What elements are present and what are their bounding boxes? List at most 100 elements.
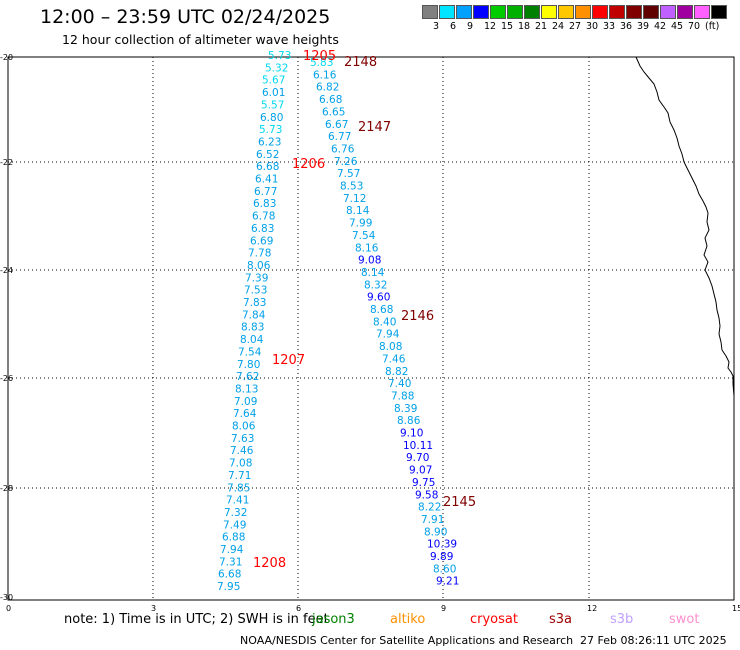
legend-swatch <box>524 5 540 19</box>
wave-height-reading: 8.14 <box>361 267 385 279</box>
legend-tick-label: 6 <box>450 21 457 32</box>
wave-height-reading: 6.67 <box>325 119 348 131</box>
wave-height-reading: 6.68 <box>218 569 241 581</box>
satellite-label: cryosat <box>470 612 518 627</box>
legend-swatch <box>439 5 455 19</box>
wave-height-reading: 7.49 <box>223 519 246 531</box>
wave-height-reading: 6.77 <box>254 186 277 198</box>
wave-height-reading: 9.07 <box>409 465 432 477</box>
wave-height-reading: 8.04 <box>240 334 264 346</box>
wave-height-reading: 9.70 <box>406 452 429 464</box>
track-label: 2146 <box>401 309 434 324</box>
wave-height-reading: 6.88 <box>222 532 245 544</box>
wave-height-reading: 8.06 <box>247 260 271 272</box>
wave-height-reading: 7.88 <box>391 390 414 402</box>
y-tick-label: -22 <box>0 158 13 167</box>
wave-height-reading: 8.60 <box>433 563 456 575</box>
wave-height-reading: 8.82 <box>385 366 408 378</box>
wave-height-reading: 6.52 <box>256 149 279 161</box>
wave-height-reading: 7.95 <box>217 581 240 593</box>
wave-height-reading: 7.64 <box>233 408 257 420</box>
legend-swatch <box>660 5 676 19</box>
wave-height-reading: 8.39 <box>394 403 417 415</box>
legend-tick-label: 3 <box>433 21 440 32</box>
wave-height-reading: 5.57 <box>261 99 284 111</box>
track-label: 2147 <box>358 120 391 135</box>
wave-height-reading: 9.08 <box>358 255 381 267</box>
legend-swatch <box>558 5 574 19</box>
wave-height-reading: 7.83 <box>243 297 266 309</box>
wave-height-reading: 5.67 <box>262 75 285 87</box>
satellite-label: s3b <box>610 612 634 627</box>
wave-height-reading: 6.83 <box>253 198 276 210</box>
wave-height-reading: 7.99 <box>349 218 372 230</box>
wave-height-reading: 6.76 <box>331 143 355 155</box>
wave-height-reading: 7.62 <box>236 371 259 383</box>
wave-height-reading: 8.13 <box>235 383 258 395</box>
legend-swatch <box>677 5 693 19</box>
wave-height-reading: 8.22 <box>418 502 441 514</box>
satellite-label: jason3 <box>312 612 355 627</box>
legend-tick-label: 9 <box>467 21 474 32</box>
wave-height-reading: 9.21 <box>436 576 459 588</box>
legend-tick-label: 12 <box>484 21 497 32</box>
wave-height-reading: 8.68 <box>370 304 393 316</box>
wave-height-reading: 6.80 <box>260 112 283 124</box>
wave-height-reading: 8.16 <box>355 242 379 254</box>
wave-height-reading: 7.94 <box>220 544 244 556</box>
wave-height-reading: 7.41 <box>226 495 249 507</box>
wave-height-reading: 7.39 <box>245 272 268 284</box>
track-labels: 1205 2148 2147 1206 2146 1207 2145 1208 <box>253 49 476 571</box>
map-border <box>7 56 735 601</box>
y-tick-label: -20 <box>0 53 13 62</box>
wave-height-reading: 6.41 <box>255 174 278 186</box>
footer-note: note: 1) Time is in UTC; 2) SWH is in fe… <box>64 612 329 627</box>
wave-height-reading: 6.68 <box>319 94 342 106</box>
y-tick-label: -26 <box>0 374 13 383</box>
x-axis-labels: 0 3 6 9 12 15 <box>6 604 740 613</box>
y-tick-label: -28 <box>0 484 13 493</box>
wave-height-reading: 6.69 <box>250 235 273 247</box>
wave-height-reading: 7.32 <box>224 507 247 519</box>
track-label: 1207 <box>272 353 305 368</box>
map-frame <box>7 56 735 601</box>
x-tick-label: 0 <box>6 604 11 613</box>
wave-height-reading: 7.94 <box>376 329 400 341</box>
wave-height-reading: 7.85 <box>227 482 250 494</box>
x-tick-label: 12 <box>587 604 597 613</box>
footer-timestamp: 27 Feb 08:26:11 UTC 2025 <box>580 634 727 647</box>
wave-height-reading: 6.01 <box>262 87 285 99</box>
map-title: 12:00 – 23:59 UTC 02/24/2025 <box>40 6 331 28</box>
track-label: 2148 <box>344 55 377 70</box>
legend-tick-label: 18 <box>518 21 531 32</box>
legend-swatch <box>490 5 506 19</box>
legend-swatch <box>711 5 727 19</box>
legend-tick-label: 21 <box>535 21 548 32</box>
wave-height-reading: 5.73 <box>259 124 282 136</box>
legend-tick-label: 45 <box>671 21 684 32</box>
wave-height-reading: 7.31 <box>219 556 242 568</box>
wave-height-reading: 7.91 <box>421 514 444 526</box>
legend-swatch <box>575 5 591 19</box>
wave-height-reading: 7.54 <box>238 346 262 358</box>
wave-height-reading: 6.77 <box>328 131 351 143</box>
wave-height-reading: 8.90 <box>424 526 447 538</box>
wave-height-reading: 6.23 <box>258 136 281 148</box>
track-label: 1205 <box>303 49 336 64</box>
wave-height-reading: 10.39 <box>427 539 457 551</box>
legend-tick-label: 36 <box>620 21 633 32</box>
legend-tick-label: 27 <box>569 21 582 32</box>
wave-height-reading: 7.46 <box>382 353 406 365</box>
legend-tick-label: 42 <box>654 21 667 32</box>
x-tick-label: 6 <box>296 604 301 613</box>
map-grid <box>8 57 734 600</box>
map-subtitle: 12 hour collection of altimeter wave hei… <box>62 32 339 47</box>
wave-height-reading: 8.32 <box>364 279 387 291</box>
wave-height-reading: 7.63 <box>231 433 254 445</box>
wave-height-reading: 6.83 <box>251 223 274 235</box>
coastline-path <box>635 56 735 397</box>
wave-height-reading: 5.32 <box>265 62 288 74</box>
legend-swatch <box>626 5 642 19</box>
legend-swatch <box>694 5 710 19</box>
